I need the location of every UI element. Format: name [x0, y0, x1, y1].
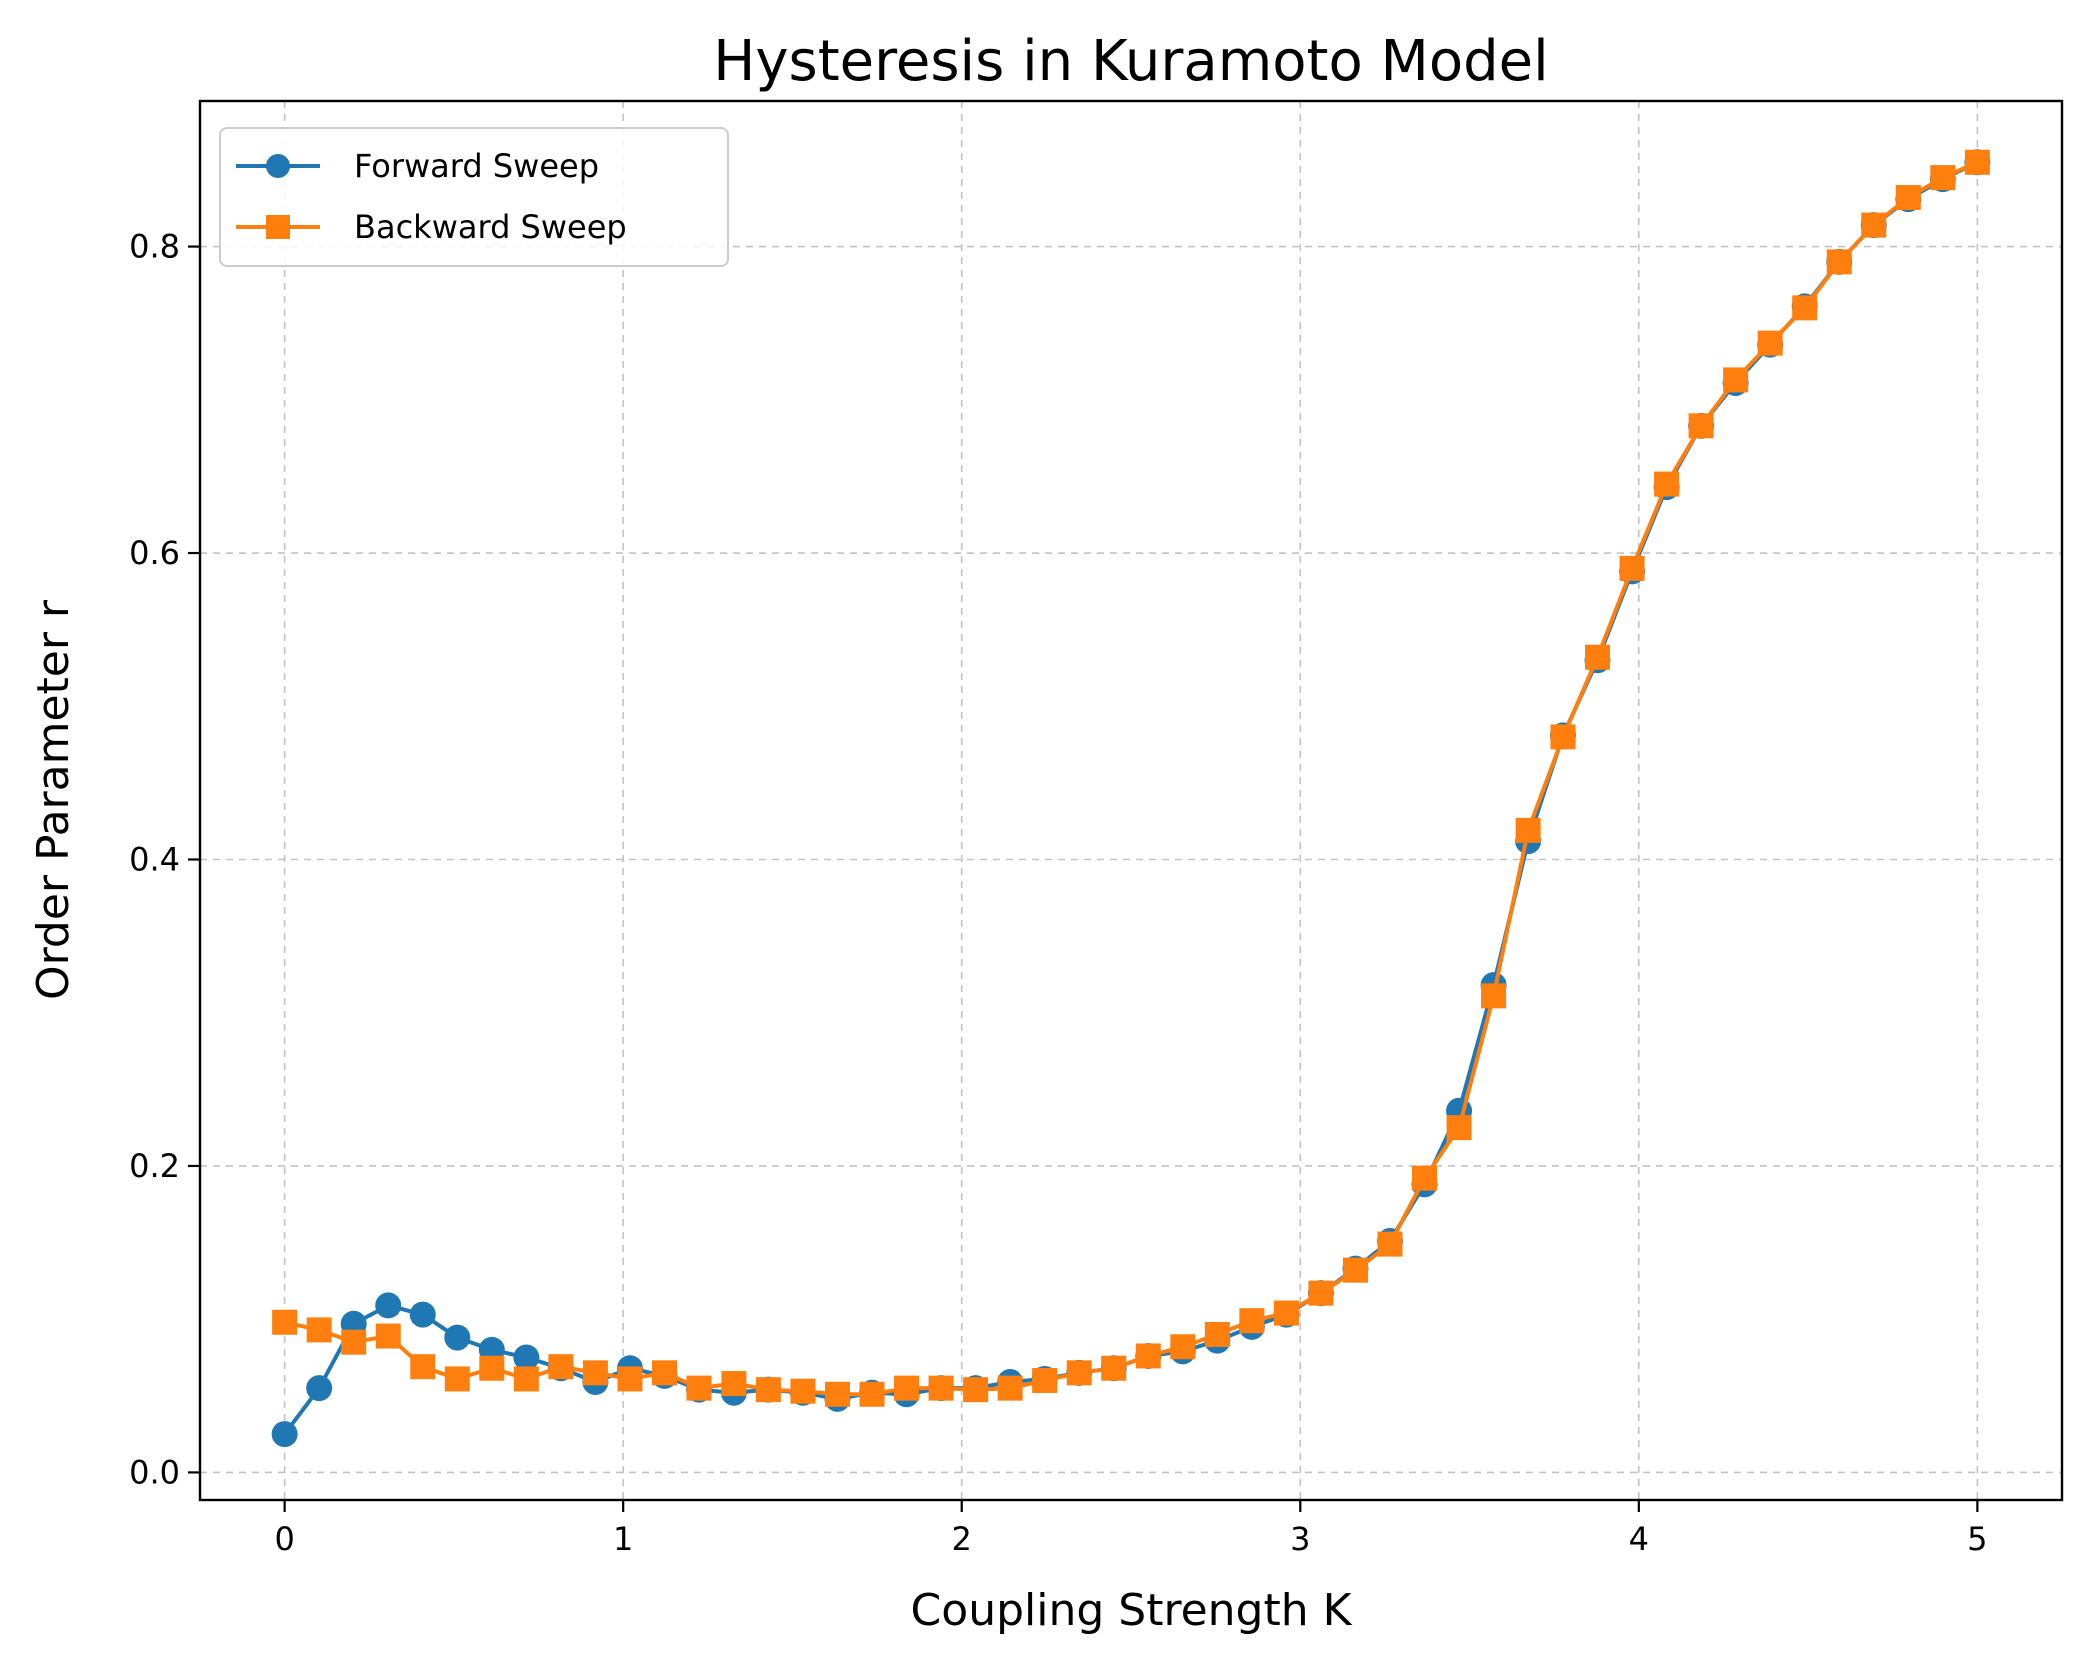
grid [200, 101, 2062, 1500]
data-point-forward-sweep [306, 1375, 333, 1402]
data-point-backward-sweep [997, 1375, 1023, 1401]
data-point-backward-sweep [1585, 644, 1611, 670]
plot-frame [198, 99, 2064, 1502]
data-point-forward-sweep [409, 1301, 436, 1328]
data-point-backward-sweep [272, 1309, 298, 1335]
data-point-backward-sweep [617, 1366, 643, 1392]
series-layer [271, 149, 1991, 1448]
data-point-backward-sweep [1826, 249, 1852, 275]
data-point-forward-sweep [513, 1344, 540, 1371]
data-point-forward-sweep [444, 1324, 471, 1351]
y-tick-label: 0.4 [129, 840, 180, 878]
data-point-backward-sweep [479, 1355, 505, 1381]
data-point-backward-sweep [894, 1375, 920, 1401]
x-tick-label: 1 [613, 1520, 633, 1558]
data-point-backward-sweep [1654, 471, 1680, 497]
data-point-backward-sweep [824, 1381, 850, 1407]
data-point-backward-sweep [306, 1317, 332, 1343]
data-point-backward-sweep [1308, 1280, 1334, 1306]
data-point-backward-sweep [1273, 1300, 1299, 1326]
data-point-backward-sweep [1135, 1343, 1161, 1369]
data-point-backward-sweep [1964, 149, 1990, 175]
data-point-backward-sweep [375, 1323, 401, 1349]
data-point-forward-sweep [271, 1421, 298, 1448]
data-point-backward-sweep [1204, 1322, 1230, 1348]
y-tick-label: 0.8 [129, 228, 180, 266]
data-point-backward-sweep [1066, 1360, 1092, 1386]
data-point-backward-sweep [1515, 817, 1541, 843]
chart-title: Hysteresis in Kuramoto Model [713, 29, 1548, 94]
data-point-backward-sweep [686, 1375, 712, 1401]
data-point-backward-sweep [1550, 724, 1576, 750]
x-tick-label: 0 [274, 1520, 294, 1558]
data-point-backward-sweep [1481, 983, 1507, 1009]
data-point-backward-sweep [1170, 1334, 1196, 1360]
data-point-backward-sweep [790, 1378, 816, 1404]
data-point-backward-sweep [1101, 1355, 1127, 1381]
y-tick-label: 0.2 [129, 1147, 180, 1185]
x-tick-label: 2 [952, 1520, 972, 1558]
legend-box [219, 127, 729, 267]
data-point-backward-sweep [1446, 1115, 1472, 1141]
data-point-backward-sweep [341, 1329, 367, 1355]
data-point-backward-sweep [582, 1360, 608, 1386]
series-backward-sweep [272, 149, 1990, 1407]
y-axis-label: Order Parameter r [28, 599, 79, 1000]
y-tick-label: 0.0 [129, 1453, 180, 1491]
data-point-backward-sweep [1342, 1257, 1368, 1283]
x-axis-label: Coupling Strength K [911, 1585, 1353, 1636]
data-point-backward-sweep [410, 1354, 436, 1380]
legend: Forward Sweep Backward Sweep [219, 127, 729, 267]
data-point-backward-sweep [721, 1371, 747, 1397]
x-tick-label: 5 [1967, 1520, 1987, 1558]
data-point-backward-sweep [1757, 330, 1783, 356]
data-point-backward-sweep [513, 1366, 539, 1392]
data-point-backward-sweep [963, 1377, 989, 1403]
ticks: 0 1 2 3 4 5 0.0 0.2 0.4 0.6 0.8 [129, 228, 1987, 1558]
data-point-backward-sweep [1861, 212, 1887, 238]
series-forward-sweep [271, 149, 1991, 1448]
data-point-backward-sweep [1723, 367, 1749, 393]
x-tick-label: 3 [1290, 1520, 1310, 1558]
legend-marker-backward [266, 215, 290, 239]
y-tick-label: 0.6 [129, 534, 180, 572]
data-point-backward-sweep [1239, 1308, 1265, 1334]
series-line-backward-sweep [284, 160, 1979, 1397]
data-point-backward-sweep [1377, 1231, 1403, 1257]
x-tick-label: 4 [1629, 1520, 1649, 1558]
data-point-backward-sweep [859, 1381, 885, 1407]
data-point-backward-sweep [1412, 1165, 1438, 1191]
data-point-backward-sweep [1930, 165, 1956, 191]
data-point-forward-sweep [375, 1292, 402, 1319]
legend-marker-forward [266, 154, 290, 178]
data-point-backward-sweep [1619, 555, 1645, 581]
data-point-backward-sweep [548, 1354, 574, 1380]
data-point-backward-sweep [1792, 295, 1818, 321]
data-point-backward-sweep [444, 1366, 470, 1392]
legend-label-forward: Forward Sweep [354, 147, 599, 185]
data-point-backward-sweep [928, 1375, 954, 1401]
data-point-backward-sweep [755, 1377, 781, 1403]
data-point-backward-sweep [1032, 1367, 1058, 1393]
series-line-forward-sweep [283, 160, 1979, 1436]
data-point-backward-sweep [1895, 185, 1921, 211]
legend-label-backward: Backward Sweep [354, 208, 627, 246]
data-point-backward-sweep [651, 1360, 677, 1386]
data-point-backward-sweep [1688, 413, 1714, 439]
